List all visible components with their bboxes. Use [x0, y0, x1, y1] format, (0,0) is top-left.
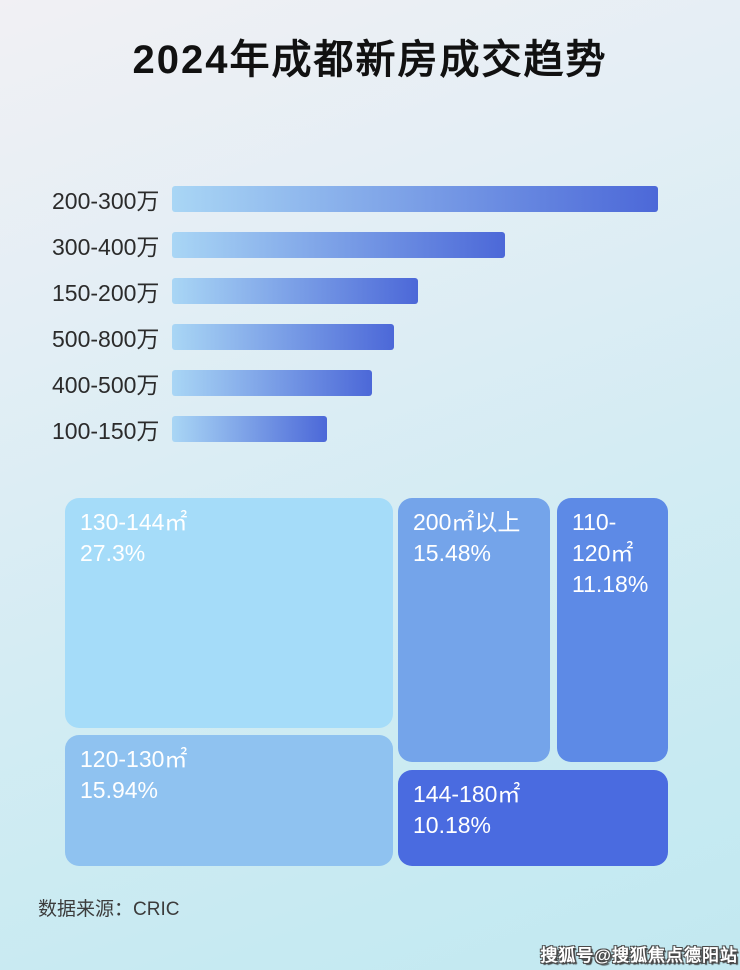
area-size-treemap: 130-144㎡ 27.3% 200㎡以上 15.48% 110-120㎡ 11… [65, 498, 669, 866]
treemap-box-110-120: 110-120㎡ 11.18% [557, 498, 668, 762]
treemap-box-text: 200㎡以上 15.48% [398, 498, 550, 578]
treemap-box-value: 27.3% [80, 540, 146, 566]
watermark-text: 搜狐号@搜狐焦点德阳站 [540, 946, 738, 965]
bar-row-300-400: 300-400万 [0, 232, 740, 260]
treemap-box-text: 144-180㎡ 10.18% [398, 770, 668, 850]
price-band-bar-chart: 200-300万 300-400万 150-200万 500-800万 400-… [0, 186, 740, 444]
bar-row-100-150: 100-150万 [0, 416, 740, 444]
bar-row-200-300: 200-300万 [0, 186, 740, 214]
treemap-box-200-plus: 200㎡以上 15.48% [398, 498, 550, 762]
bar-category-label: 400-500万 [52, 372, 160, 398]
treemap-box-130-144: 130-144㎡ 27.3% [65, 498, 393, 728]
bar-category-label: 300-400万 [52, 234, 160, 260]
bar-400-500 [172, 370, 372, 396]
bar-category-label: 200-300万 [52, 188, 160, 214]
treemap-box-text: 120-130㎡ 15.94% [65, 735, 393, 815]
bar-category-label: 150-200万 [52, 280, 160, 306]
treemap-box-144-180: 144-180㎡ 10.18% [398, 770, 668, 866]
bar-category-label: 100-150万 [52, 418, 160, 444]
treemap-box-value: 10.18% [413, 812, 492, 838]
page-title: 2024年成都新房成交趋势 [132, 38, 608, 82]
bar-150-200 [172, 278, 418, 304]
treemap-box-value: 11.18% [572, 571, 649, 597]
treemap-box-label: 130-144㎡ [80, 509, 188, 535]
treemap-box-text: 130-144㎡ 27.3% [65, 498, 393, 578]
treemap-box-label: 144-180㎡ [413, 781, 521, 807]
bar-row-150-200: 150-200万 [0, 278, 740, 306]
bar-100-150 [172, 416, 327, 442]
treemap-box-label: 110-120㎡ [572, 509, 634, 566]
bar-200-300 [172, 186, 658, 212]
treemap-box-value: 15.94% [80, 777, 159, 803]
treemap-box-120-130: 120-130㎡ 15.94% [65, 735, 393, 866]
bar-300-400 [172, 232, 505, 258]
treemap-box-value: 15.48% [413, 540, 492, 566]
bar-500-800 [172, 324, 394, 350]
bar-row-500-800: 500-800万 [0, 324, 740, 352]
infographic-page: 2024年成都新房成交趋势 200-300万 300-400万 150-200万… [0, 38, 740, 965]
treemap-box-label: 120-130㎡ [80, 746, 188, 772]
data-source-label: 数据来源：CRIC [38, 899, 180, 920]
bar-row-400-500: 400-500万 [0, 370, 740, 398]
treemap-box-label: 200㎡以上 [413, 509, 521, 535]
treemap-box-text: 110-120㎡ 11.18% [557, 498, 668, 609]
bar-category-label: 500-800万 [52, 326, 160, 352]
